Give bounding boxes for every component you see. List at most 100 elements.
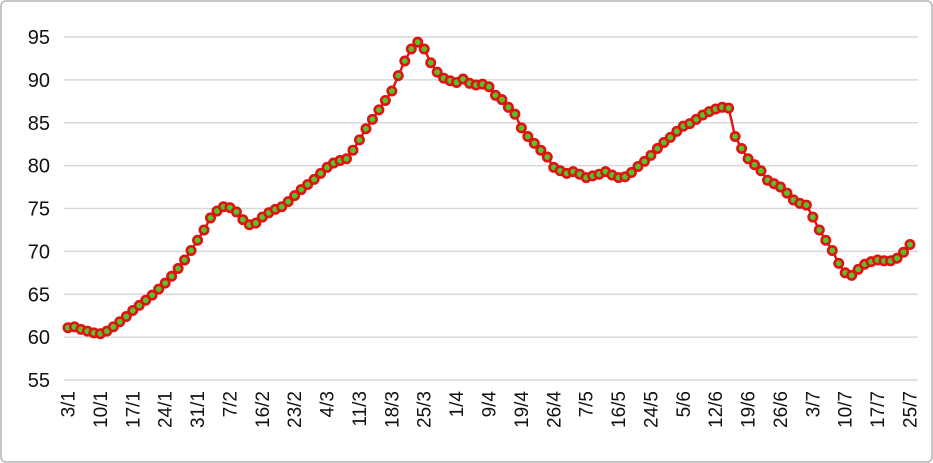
x-axis-tick-label: 4/3 bbox=[318, 391, 339, 417]
x-axis-tick-label: 3/1 bbox=[59, 391, 80, 417]
data-point-marker bbox=[729, 130, 741, 142]
data-point-marker bbox=[496, 94, 508, 106]
data-point-marker bbox=[146, 289, 158, 301]
y-axis-tick-label: 80 bbox=[28, 156, 50, 178]
y-axis-labels-group: 55 60 65 70 75 80 85 90 95 bbox=[28, 27, 50, 392]
data-point-marker bbox=[204, 212, 216, 224]
y-axis-tick-label: 95 bbox=[28, 27, 50, 49]
data-point-marker bbox=[891, 252, 903, 264]
data-point-marker bbox=[800, 199, 812, 211]
x-axis-tick-label: 24/5 bbox=[641, 391, 662, 428]
data-series-group bbox=[62, 36, 916, 340]
x-axis-tick-label: 9/4 bbox=[480, 391, 501, 418]
data-point-marker bbox=[898, 246, 910, 258]
y-axis-tick-label: 75 bbox=[28, 199, 50, 221]
data-point-marker bbox=[250, 217, 262, 229]
x-axis-tick-label: 31/1 bbox=[188, 391, 209, 428]
gridlines-group bbox=[64, 36, 918, 381]
x-axis-tick-label: 7/5 bbox=[577, 391, 598, 417]
data-point-marker bbox=[418, 43, 430, 55]
data-point-marker bbox=[755, 165, 767, 177]
data-point-marker bbox=[308, 173, 320, 185]
data-point-marker bbox=[373, 104, 385, 116]
y-axis-tick-label: 90 bbox=[28, 70, 50, 92]
data-point-marker bbox=[736, 142, 748, 154]
data-point-marker bbox=[541, 151, 553, 163]
data-point-marker bbox=[664, 131, 676, 143]
data-point-marker bbox=[638, 155, 650, 167]
data-point-marker bbox=[120, 311, 132, 323]
data-point-marker bbox=[846, 269, 858, 281]
data-point-marker bbox=[412, 36, 424, 48]
data-point-marker bbox=[425, 57, 437, 69]
data-point-marker bbox=[509, 108, 521, 120]
x-axis-tick-label: 12/6 bbox=[706, 391, 727, 428]
data-point-marker bbox=[904, 239, 916, 251]
data-point-marker bbox=[522, 130, 534, 142]
data-point-marker bbox=[826, 245, 838, 257]
y-axis-tick-label: 55 bbox=[28, 370, 50, 392]
data-point-marker bbox=[282, 196, 294, 208]
data-point-marker bbox=[781, 187, 793, 199]
data-point-marker bbox=[515, 122, 527, 134]
x-axis-tick-label: 17/1 bbox=[123, 391, 144, 428]
data-point-marker bbox=[341, 153, 353, 165]
data-point-marker bbox=[807, 211, 819, 223]
y-axis-tick-label: 70 bbox=[28, 241, 50, 263]
x-axis-tick-label: 18/3 bbox=[382, 391, 403, 428]
x-axis-tick-label: 26/4 bbox=[544, 391, 565, 428]
data-point-marker bbox=[813, 224, 825, 236]
data-point-marker bbox=[651, 142, 663, 154]
data-point-marker bbox=[185, 245, 197, 257]
data-point-marker bbox=[366, 113, 378, 125]
x-axis-tick-label: 16/5 bbox=[609, 391, 630, 428]
data-point-marker bbox=[528, 137, 540, 149]
x-axis-tick-label: 19/6 bbox=[739, 391, 760, 428]
data-point-marker bbox=[379, 94, 391, 106]
data-point-marker bbox=[159, 277, 171, 289]
data-point-marker bbox=[392, 70, 404, 82]
data-point-marker bbox=[820, 234, 832, 246]
x-axis-tick-label: 16/2 bbox=[253, 391, 274, 428]
data-point-marker bbox=[347, 144, 359, 156]
data-point-marker bbox=[645, 149, 657, 161]
data-point-marker bbox=[535, 144, 547, 156]
data-point-marker bbox=[742, 153, 754, 165]
data-point-marker bbox=[360, 123, 372, 135]
data-point-marker bbox=[192, 234, 204, 246]
data-point-marker bbox=[502, 101, 514, 113]
y-axis-tick-label: 60 bbox=[28, 327, 50, 349]
x-axis-tick-label: 26/6 bbox=[771, 391, 792, 428]
x-axis-tick-label: 23/2 bbox=[285, 391, 306, 428]
data-point-marker bbox=[153, 283, 165, 295]
data-point-marker bbox=[774, 181, 786, 193]
data-point-marker bbox=[431, 66, 443, 78]
x-axis-tick-label: 5/6 bbox=[674, 391, 695, 417]
x-axis-tick-label: 1/4 bbox=[447, 391, 468, 418]
data-point-marker bbox=[172, 263, 184, 275]
data-point-marker bbox=[353, 134, 365, 146]
y-axis-tick-label: 65 bbox=[28, 284, 50, 306]
data-point-marker bbox=[399, 55, 411, 67]
data-point-marker bbox=[833, 257, 845, 269]
data-point-marker bbox=[405, 43, 417, 55]
data-point-marker bbox=[386, 85, 398, 97]
x-axis-tick-label: 24/1 bbox=[156, 391, 177, 428]
data-point-marker bbox=[198, 224, 210, 236]
x-axis-tick-label: 25/7 bbox=[901, 391, 922, 428]
y-axis-tick-label: 85 bbox=[28, 113, 50, 135]
data-point-marker bbox=[289, 190, 301, 202]
x-axis-tick-label: 11/3 bbox=[350, 391, 371, 427]
x-axis-tick-label: 7/2 bbox=[220, 391, 241, 417]
data-point-marker bbox=[179, 254, 191, 266]
x-axis-labels-group: 3/1 10/1 17/1 24/1 31/1 7/2 16/2 23/2 4/3 11/3 18/… bbox=[59, 391, 922, 428]
x-axis-tick-label: 19/4 bbox=[512, 391, 533, 428]
data-point-marker bbox=[315, 167, 327, 179]
data-point-marker bbox=[749, 159, 761, 171]
data-point-marker bbox=[483, 81, 495, 93]
data-point-marker bbox=[625, 166, 637, 178]
x-axis-tick-label: 3/7 bbox=[803, 391, 824, 417]
data-point-marker bbox=[166, 270, 178, 282]
